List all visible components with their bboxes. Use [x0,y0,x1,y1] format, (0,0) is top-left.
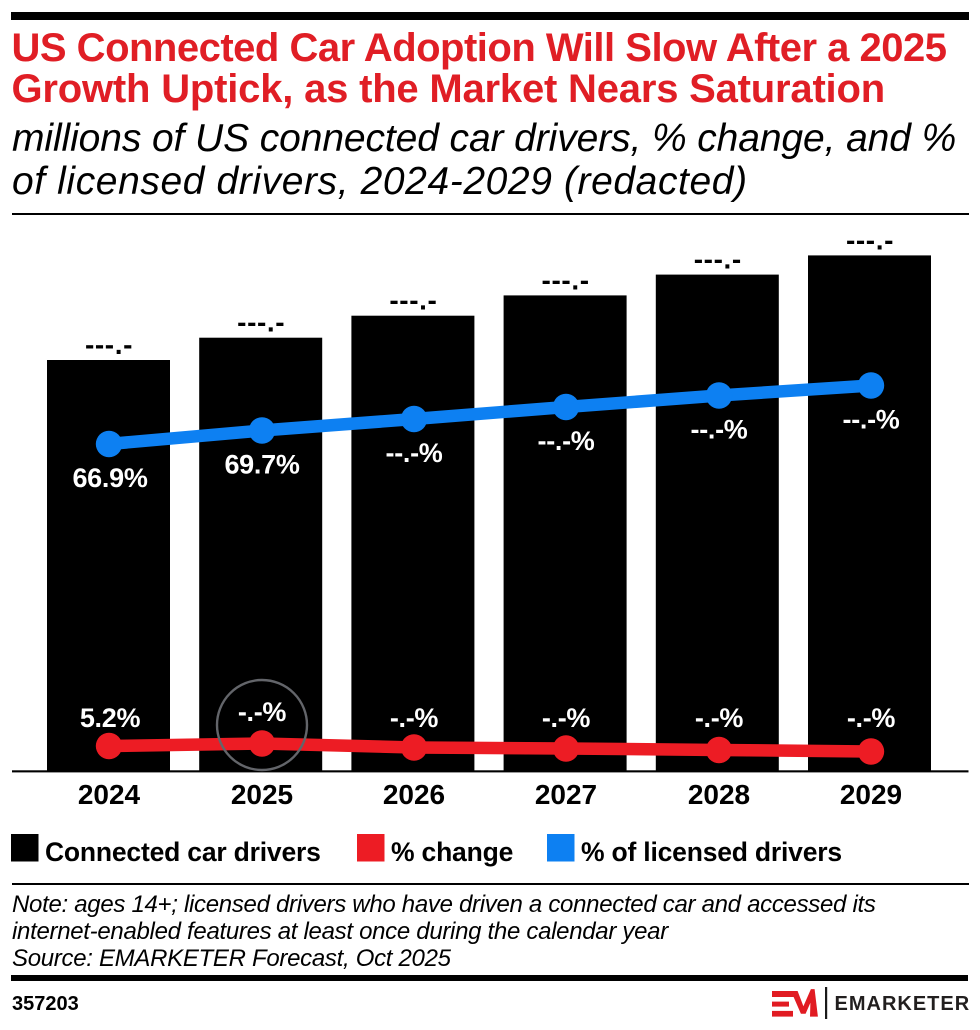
svg-text:--.-%: --.-% [691,415,748,445]
svg-text:Connected car drivers: Connected car drivers [45,837,321,867]
svg-text:66.9%: 66.9% [72,463,147,493]
svg-text:-.-%: -.-% [542,703,591,733]
svg-text:--.-%: --.-% [386,438,443,468]
svg-text:---.-: ---.- [85,329,133,360]
svg-text:5.2%: 5.2% [80,703,141,733]
svg-text:% of licensed drivers: % of licensed drivers [581,837,842,867]
svg-text:2028: 2028 [688,779,750,810]
svg-text:2027: 2027 [535,779,597,810]
svg-text:2026: 2026 [383,779,445,810]
svg-text:-.-%: -.-% [695,703,744,733]
svg-text:--.-%: --.-% [843,405,900,435]
svg-text:---.-: ---.- [846,224,894,255]
svg-text:-.-%: -.-% [238,697,287,727]
svg-text:2025: 2025 [231,779,293,810]
svg-text:---.-: ---.- [389,285,437,316]
svg-text:-.-%: -.-% [847,703,896,733]
svg-text:69.7%: 69.7% [224,450,299,480]
svg-text:2024: 2024 [78,779,141,810]
svg-text:EMARKETER: EMARKETER [835,993,971,1015]
svg-text:---.-: ---.- [542,264,590,295]
svg-text:--.-%: --.-% [538,426,595,456]
svg-text:% change: % change [391,837,513,867]
svg-text:---.-: ---.- [694,244,742,275]
svg-text:2029: 2029 [840,779,902,810]
svg-text:---.-: ---.- [237,307,285,338]
svg-text:-.-%: -.-% [390,703,439,733]
